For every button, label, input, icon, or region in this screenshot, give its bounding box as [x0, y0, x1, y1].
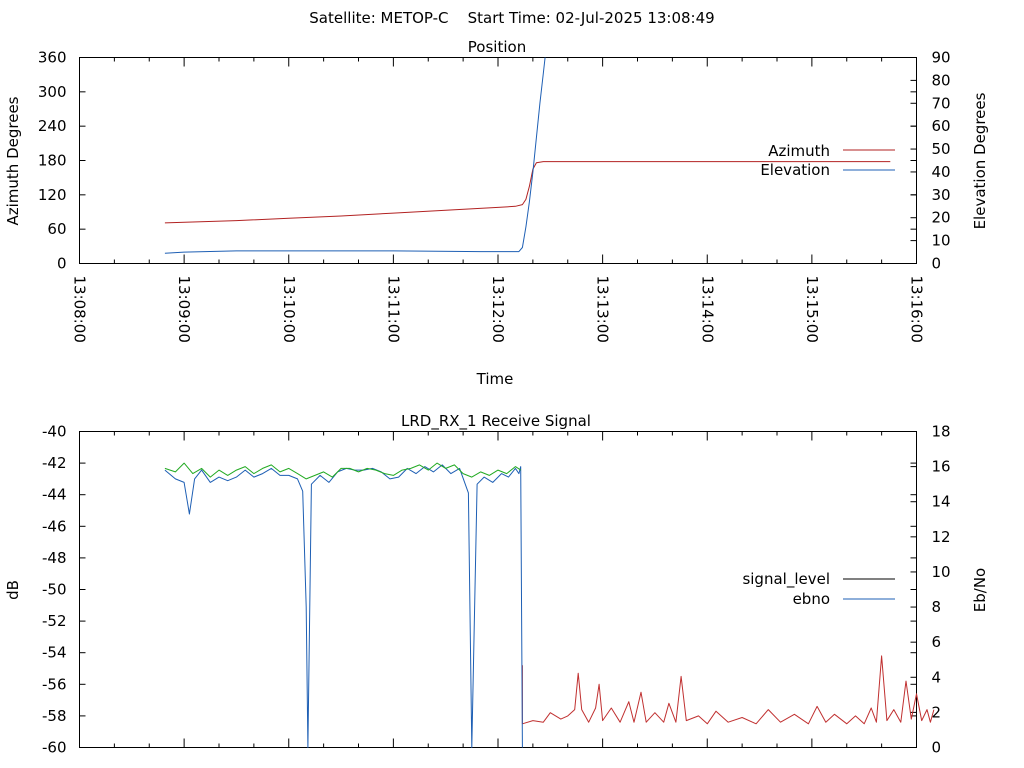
- left-tick-label: 240: [38, 117, 67, 135]
- elevation-line: [164, 57, 546, 254]
- legend-signal-level-label: signal_level: [742, 570, 830, 589]
- db-tick-labels: -60 -58 -56 -54 -52 -50 -48 -46 -44 -42 -40: [42, 423, 67, 757]
- right-tick-label: 30: [932, 186, 951, 204]
- legend-ebno-label: ebno: [793, 590, 830, 608]
- elevation-axis-label: Elevation Degrees: [971, 92, 989, 229]
- right-tick-label: 16: [932, 458, 951, 476]
- ebno-axis-label: Eb/No: [971, 568, 989, 612]
- left-tick-label: -40: [42, 423, 67, 441]
- right-tick-label: 4: [932, 668, 942, 686]
- time-tick-label: 13:12:00: [489, 276, 507, 343]
- left-tick-label: -56: [42, 675, 67, 693]
- right-tick-label: 18: [932, 423, 951, 441]
- legend-azimuth-label: Azimuth: [768, 142, 830, 160]
- azimuth-line: [164, 161, 891, 224]
- right-tick-label: 80: [932, 71, 951, 89]
- time-tick-label: 13:14:00: [698, 276, 716, 343]
- azimuth-tick-labels: 0 60 120 180 240 300 360: [38, 49, 67, 273]
- signal-series: [164, 462, 935, 748]
- right-tick-label: 2: [932, 703, 942, 721]
- time-tick-label: 13:13:00: [594, 276, 612, 343]
- right-tick-label: 12: [932, 528, 951, 546]
- signal-plot-frame: [79, 431, 917, 748]
- ebno-line: [164, 464, 523, 748]
- right-tick-label: 60: [932, 117, 951, 135]
- left-tick-label: -48: [42, 549, 67, 567]
- time-tick-label: 13:16:00: [908, 276, 926, 343]
- left-tick-label: 180: [38, 152, 67, 170]
- right-tick-label: 14: [932, 493, 951, 511]
- right-tick-label: 0: [932, 739, 942, 757]
- position-title: Position: [468, 38, 526, 56]
- time-tick-label: 13:10:00: [280, 276, 298, 343]
- right-tick-label: 0: [932, 255, 942, 273]
- time-tick-label: 13:11:00: [384, 276, 402, 343]
- elevation-tick-labels: 0 10 20 30 40 50 60 70 80 90: [932, 49, 951, 273]
- right-tick-label: 6: [932, 633, 942, 651]
- left-tick-label: 360: [38, 49, 67, 67]
- signal-ticks: [79, 431, 917, 748]
- position-panel: Position 0 60 120 180 240 300 360 0 10 20 30 40 50 6…: [4, 38, 989, 388]
- azimuth-axis-label: Azimuth Degrees: [4, 96, 22, 225]
- right-tick-label: 70: [932, 94, 951, 112]
- signal_level-line: [521, 655, 935, 725]
- right-tick-label: 20: [932, 209, 951, 227]
- legend-elevation-label: Elevation: [760, 161, 830, 179]
- ebno-tick-labels: 0 2 4 6 8 10 12 14 16 18: [932, 423, 951, 757]
- right-tick-label: 40: [932, 163, 951, 181]
- right-tick-label: 8: [932, 598, 942, 616]
- left-tick-label: -50: [42, 581, 67, 599]
- left-tick-label: -44: [42, 486, 67, 504]
- signal-panel: LRD_RX_1 Receive Signal -60-58-56-54-52-…: [4, 412, 989, 757]
- time-axis-label: Time: [476, 370, 514, 388]
- time-tick-label: 13:08:00: [71, 276, 89, 343]
- figure-suptitle: Satellite: METOP-C Start Time: 02-Jul-20…: [309, 9, 714, 27]
- signal-legend: signal_level ebno: [742, 570, 895, 608]
- ebno-overlay-line: [164, 462, 521, 480]
- left-tick-label: -42: [42, 454, 67, 472]
- position-legend: Azimuth Elevation: [760, 142, 895, 179]
- left-tick-label: 120: [38, 186, 67, 204]
- left-tick-label: -46: [42, 517, 67, 535]
- right-tick-label: 10: [932, 232, 951, 250]
- left-tick-label: -54: [42, 644, 67, 662]
- position-series: [164, 57, 891, 254]
- left-tick-label: -52: [42, 612, 67, 630]
- left-tick-label: 60: [47, 220, 66, 238]
- db-axis-label: dB: [4, 580, 22, 600]
- left-tick-label: -60: [42, 739, 67, 757]
- left-tick-label: 300: [38, 83, 67, 101]
- signal-title: LRD_RX_1 Receive Signal: [401, 412, 591, 431]
- right-tick-label: 10: [932, 563, 951, 581]
- left-tick-label: 0: [57, 255, 67, 273]
- position-ticks: [79, 57, 917, 264]
- time-tick-label: 13:09:00: [175, 276, 193, 343]
- time-tick-labels: 13:08:00 13:09:00 13:10:00 13:11:00 13:12:00…: [71, 276, 926, 343]
- right-tick-label: 50: [932, 140, 951, 158]
- time-tick-label: 13:15:00: [803, 276, 821, 343]
- right-tick-label: 90: [932, 49, 951, 67]
- left-tick-label: -58: [42, 707, 67, 725]
